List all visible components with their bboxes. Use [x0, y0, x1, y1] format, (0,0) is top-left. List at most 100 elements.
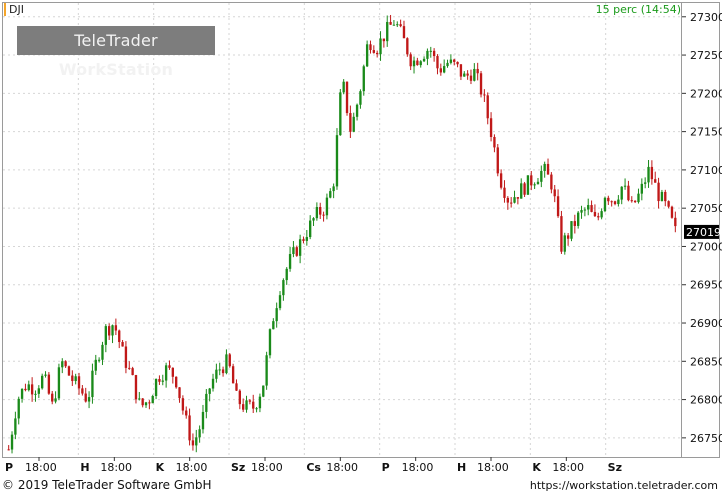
- candle-body: [272, 321, 275, 330]
- candle-body: [627, 185, 630, 201]
- x-time-label: 18:00: [326, 461, 358, 474]
- candle-body: [657, 182, 660, 202]
- candle-body: [255, 408, 258, 410]
- candle-body: [64, 361, 67, 367]
- candle-body: [218, 369, 221, 371]
- candle-body: [540, 170, 543, 182]
- candle-body: [282, 280, 285, 296]
- candle-body: [446, 62, 449, 67]
- candle-body: [154, 379, 158, 397]
- y-tick-label: 26950: [690, 279, 722, 292]
- y-tick-label: 27000: [690, 240, 722, 253]
- candle-body: [108, 326, 111, 336]
- candle-body: [258, 396, 262, 409]
- candle-body: [302, 239, 305, 241]
- candle-body: [660, 191, 664, 202]
- candle-body: [429, 50, 432, 52]
- candle-body: [319, 207, 322, 215]
- candle-body: [205, 393, 208, 412]
- candle-body: [463, 73, 466, 77]
- y-tick-label: 27100: [690, 164, 722, 177]
- candle-body: [54, 398, 57, 402]
- candle-body: [449, 59, 453, 63]
- candle-body: [121, 342, 124, 347]
- candle-body: [469, 75, 473, 81]
- candle-body: [188, 415, 191, 441]
- candle-body: [453, 59, 456, 62]
- candle-body: [647, 166, 650, 183]
- candle-body: [164, 365, 168, 381]
- candle-body: [81, 388, 84, 394]
- candle-body: [396, 24, 399, 26]
- candle-body: [51, 393, 54, 402]
- footer-url[interactable]: https://workstation.teletrader.com: [529, 479, 718, 492]
- candle-body: [345, 81, 349, 114]
- candle-body: [77, 376, 81, 389]
- candle-body: [637, 193, 640, 203]
- candle-body: [339, 92, 342, 136]
- x-day-label: K: [532, 461, 541, 474]
- candle-body: [479, 73, 483, 95]
- x-time-label: 18:00: [477, 461, 509, 474]
- x-time-label: 18:00: [552, 461, 584, 474]
- x-axis-ticks: P 18:00 H 18:00 K 18:00 Sz 18:00 Cs 18:00 P 18:00 H 1…: [5, 457, 622, 474]
- candle-body: [359, 91, 362, 105]
- brand-watermark: TeleTrader WorkStation: [17, 26, 215, 79]
- candle-body: [513, 197, 516, 203]
- candle-body: [181, 398, 185, 411]
- candle-body: [386, 21, 389, 42]
- candle-body: [670, 206, 674, 218]
- x-day-label: K: [156, 461, 165, 474]
- candle-body: [503, 187, 506, 198]
- candle-body: [587, 205, 590, 210]
- candle-body: [523, 183, 526, 195]
- candle-body: [516, 197, 520, 199]
- candle-body: [436, 56, 439, 69]
- candle-body: [553, 189, 556, 197]
- candle-body: [550, 174, 553, 190]
- candle-body: [530, 175, 533, 186]
- candle-body: [476, 68, 479, 74]
- candle-body: [124, 346, 128, 368]
- candle-body: [570, 221, 573, 239]
- candle-body: [489, 118, 493, 137]
- candle-body: [309, 220, 312, 238]
- y-tick-label: 27300: [690, 11, 722, 24]
- candle-body: [412, 60, 416, 67]
- candle-body: [37, 388, 40, 394]
- candle-body: [231, 366, 235, 384]
- plot-area[interactable]: [2, 2, 682, 458]
- candle-body: [556, 196, 560, 217]
- candle-body: [654, 179, 657, 183]
- candle-body: [114, 325, 118, 331]
- candle-body: [617, 199, 620, 205]
- candle-body: [94, 359, 97, 371]
- x-day-label: P: [382, 461, 390, 474]
- candle-body: [422, 58, 426, 62]
- candle-body: [597, 216, 600, 218]
- x-time-label: 18:00: [176, 461, 208, 474]
- candle-body: [97, 359, 101, 361]
- interval-label[interactable]: 15 perc (14:54): [595, 3, 681, 16]
- candle-body: [158, 379, 161, 382]
- candle-body: [10, 434, 14, 450]
- candle-body: [315, 207, 319, 219]
- candles: [7, 14, 677, 454]
- candle-body: [24, 388, 27, 391]
- candle-body: [275, 308, 278, 322]
- candle-body: [295, 247, 298, 256]
- symbol-label[interactable]: DJI: [4, 3, 24, 16]
- grid-lines: [3, 3, 681, 457]
- x-day-label: Sz: [231, 461, 245, 474]
- candle-body: [131, 368, 134, 376]
- candle-body: [566, 235, 570, 239]
- candle-body: [580, 210, 583, 213]
- candle-body: [198, 429, 201, 438]
- candle-body: [593, 211, 597, 217]
- candle-body: [91, 370, 94, 398]
- y-tick-label: 27200: [690, 87, 722, 100]
- candle-body: [278, 295, 282, 309]
- candle-body: [416, 60, 419, 66]
- candle-body: [221, 369, 225, 374]
- candle-body: [228, 354, 231, 367]
